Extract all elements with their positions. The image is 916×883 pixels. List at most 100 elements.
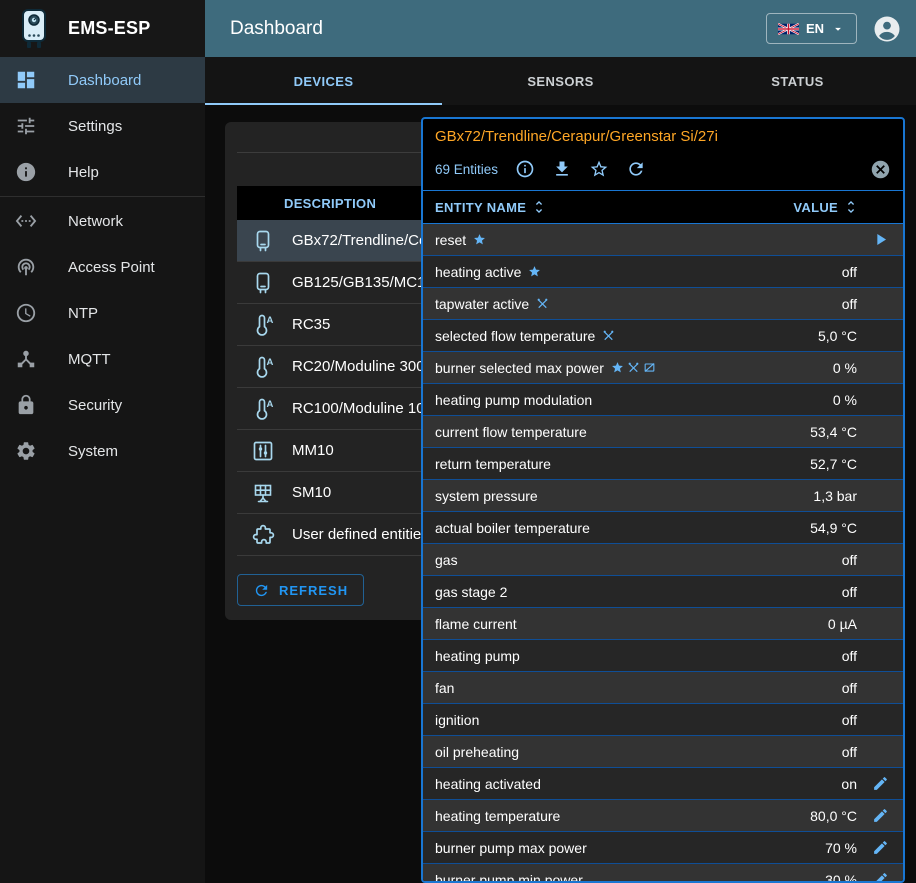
entity-flags <box>528 265 541 278</box>
sidebar-item-label: Settings <box>68 118 122 135</box>
sidebar-item-network[interactable]: Network <box>0 198 205 244</box>
sidebar-item-security[interactable]: Security <box>0 382 205 428</box>
account-circle-icon[interactable] <box>872 14 902 44</box>
sidebar-item-label: NTP <box>68 305 98 322</box>
value-column-header: VALUE <box>793 200 838 215</box>
entity-row: heating temperature 80,0 °C <box>423 800 903 832</box>
entity-row: heating pumpoff <box>423 640 903 672</box>
entity-row: heating activatedon <box>423 768 903 800</box>
entity-row: burner selected max power0 % <box>423 352 903 384</box>
entity-action <box>857 807 903 824</box>
entity-value: off <box>842 680 857 696</box>
close-icon[interactable] <box>870 159 891 180</box>
hidden-icon <box>643 361 656 374</box>
entity-value: off <box>842 552 857 568</box>
entity-name: burner pump max power <box>435 840 587 856</box>
refresh-icon <box>253 582 270 599</box>
sidebar-item-system[interactable]: System <box>0 428 205 474</box>
sort-value-icon[interactable] <box>843 199 859 215</box>
star-icon <box>473 233 486 246</box>
hub-icon <box>15 348 37 370</box>
dialog-title: GBx72/Trendline/Cerapur/Greenstar Si/27i <box>435 127 891 147</box>
svg-text:A: A <box>267 399 274 410</box>
info-outline-icon[interactable] <box>515 159 535 179</box>
entity-name: burner pump min power <box>435 872 583 883</box>
entity-name: heating active <box>435 264 541 280</box>
device-name: RC20/Moduline 300 <box>292 358 425 375</box>
solar-icon <box>251 481 275 505</box>
tab-bar: DEVICESSENSORSSTATUS <box>205 57 916 105</box>
entity-name: return temperature <box>435 456 551 472</box>
tools-icon <box>602 329 615 342</box>
topbar: Dashboard EN <box>205 0 916 57</box>
entity-table-header: ENTITY NAME VALUE <box>423 190 903 224</box>
star-outline-icon[interactable] <box>589 159 609 179</box>
entity-value: 52,7 °C <box>810 456 857 472</box>
svg-text:A: A <box>267 315 274 326</box>
sort-entity-name-icon[interactable] <box>531 199 547 215</box>
gear-icon <box>15 440 37 462</box>
sidebar-item-settings[interactable]: Settings <box>0 103 205 149</box>
entity-name: flame current <box>435 616 517 632</box>
dialog-header: GBx72/Trendline/Cerapur/Greenstar Si/27i… <box>423 119 903 190</box>
entity-value: 80,0 °C <box>810 808 857 824</box>
entity-value: off <box>842 264 857 280</box>
entity-flags <box>473 233 486 246</box>
entity-name: reset <box>435 232 486 248</box>
app-logo-row: EMS-ESP <box>0 0 205 57</box>
edit-pencil-icon[interactable] <box>872 871 889 883</box>
sidebar-item-dashboard[interactable]: Dashboard <box>0 57 205 103</box>
device-name: SM10 <box>292 484 331 501</box>
edit-pencil-icon[interactable] <box>872 775 889 792</box>
star-icon <box>528 265 541 278</box>
refresh-button[interactable]: REFRESH <box>237 574 364 606</box>
entity-row: fanoff <box>423 672 903 704</box>
language-code: EN <box>806 21 824 36</box>
device-name: MM10 <box>292 442 334 459</box>
wifi-tethering-icon <box>15 256 37 278</box>
entity-row: return temperature 52,7 °C <box>423 448 903 480</box>
entity-row: burner pump max power70 % <box>423 832 903 864</box>
edit-pencil-icon[interactable] <box>872 807 889 824</box>
entity-name: gas stage 2 <box>435 584 507 600</box>
entity-row: selected flow temperature5,0 °C <box>423 320 903 352</box>
svg-text:A: A <box>267 357 274 368</box>
tab-sensors[interactable]: SENSORS <box>442 57 679 105</box>
entity-value: 1,3 bar <box>813 488 857 504</box>
star-icon <box>611 361 624 374</box>
sidebar: EMS-ESP Dashboard Settings Help Network Acce… <box>0 0 205 883</box>
page-title: Dashboard <box>230 18 766 40</box>
thermostat-icon: A <box>251 355 275 379</box>
entity-name-column-header: ENTITY NAME <box>435 200 526 215</box>
sidebar-item-label: Access Point <box>68 259 155 276</box>
entity-row: ignitionoff <box>423 704 903 736</box>
entity-value: off <box>842 296 857 312</box>
sidebar-item-help[interactable]: Help <box>0 149 205 195</box>
sidebar-item-access-point[interactable]: Access Point <box>0 244 205 290</box>
edit-pencil-icon[interactable] <box>872 839 889 856</box>
sidebar-item-mqtt[interactable]: MQTT <box>0 336 205 382</box>
sidebar-item-label: Help <box>68 164 99 181</box>
puzzle-icon <box>251 523 275 547</box>
entity-row: gasoff <box>423 544 903 576</box>
sidebar-item-label: Network <box>68 213 123 230</box>
dashboard-icon <box>15 69 37 91</box>
entity-action <box>857 230 903 249</box>
sidebar-menu: Dashboard Settings Help Network Access Point… <box>0 57 205 474</box>
tab-devices[interactable]: DEVICES <box>205 57 442 105</box>
entity-action <box>857 839 903 856</box>
refresh-icon[interactable] <box>626 159 646 179</box>
play-arrow-icon[interactable] <box>871 230 890 249</box>
entity-name: system pressure <box>435 488 538 504</box>
tab-status[interactable]: STATUS <box>679 57 916 105</box>
entity-name: heating pump modulation <box>435 392 592 408</box>
entity-name: heating temperature <box>435 808 560 824</box>
language-selector[interactable]: EN <box>766 13 857 44</box>
entity-name: tapwater active <box>435 296 549 312</box>
sidebar-item-ntp[interactable]: NTP <box>0 290 205 336</box>
entity-value: 5,0 °C <box>818 328 857 344</box>
mixer-icon <box>251 439 275 463</box>
entity-flags <box>611 361 656 374</box>
download-icon[interactable] <box>552 159 572 179</box>
entity-row: oil preheatingoff <box>423 736 903 768</box>
